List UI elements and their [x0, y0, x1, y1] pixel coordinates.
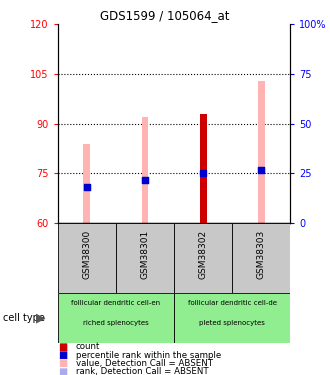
Text: GSM38302: GSM38302 — [199, 230, 208, 279]
Text: ■: ■ — [58, 342, 67, 352]
Text: GSM38303: GSM38303 — [257, 230, 266, 279]
Bar — [83, 144, 90, 223]
Text: GSM38301: GSM38301 — [141, 230, 149, 279]
Bar — [232, 223, 290, 292]
Point — [84, 184, 89, 190]
Text: follicular dendritic cell-de: follicular dendritic cell-de — [188, 300, 277, 306]
Point — [201, 170, 206, 177]
Bar — [142, 117, 148, 223]
Text: follicular dendritic cell-en: follicular dendritic cell-en — [71, 300, 160, 306]
Text: GDS1599 / 105064_at: GDS1599 / 105064_at — [100, 9, 230, 22]
Text: count: count — [76, 342, 100, 351]
Text: ■: ■ — [58, 367, 67, 375]
Text: GSM38300: GSM38300 — [82, 230, 91, 279]
Point — [84, 184, 89, 190]
Text: ▶: ▶ — [36, 311, 46, 324]
Bar — [174, 223, 232, 292]
Text: percentile rank within the sample: percentile rank within the sample — [76, 351, 221, 360]
Point — [259, 167, 264, 173]
Bar — [258, 81, 265, 223]
Text: cell type: cell type — [3, 313, 45, 323]
Point — [142, 177, 148, 183]
Text: pleted splenocytes: pleted splenocytes — [199, 320, 265, 326]
Bar — [58, 292, 174, 343]
Text: ■: ■ — [58, 358, 67, 368]
Point — [142, 177, 148, 183]
Text: riched splenocytes: riched splenocytes — [83, 320, 149, 326]
Bar — [174, 292, 290, 343]
Text: value, Detection Call = ABSENT: value, Detection Call = ABSENT — [76, 359, 213, 368]
Bar — [200, 114, 207, 223]
Text: rank, Detection Call = ABSENT: rank, Detection Call = ABSENT — [76, 367, 209, 375]
Bar — [58, 223, 116, 292]
Point — [259, 167, 264, 173]
Bar — [116, 223, 174, 292]
Text: ■: ■ — [58, 350, 67, 360]
Bar — [200, 114, 207, 223]
